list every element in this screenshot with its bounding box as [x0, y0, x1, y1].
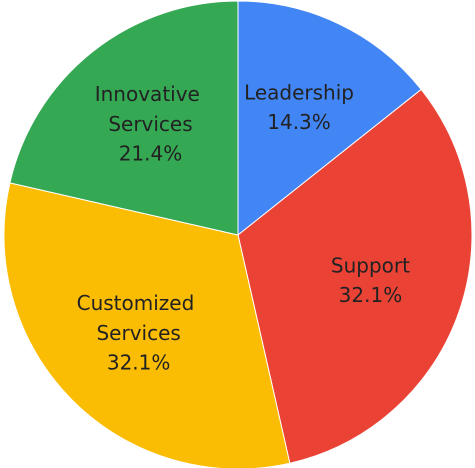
pie-slice: [3, 182, 291, 468]
label-line: Customized: [77, 291, 201, 315]
slice-label: Innovative Services: [95, 82, 206, 136]
slice-value-label: 32.1%: [339, 283, 403, 307]
slice-value-label: 14.3%: [267, 110, 331, 134]
pie-slice: [237, 0, 422, 237]
label-line: Services: [96, 321, 180, 345]
label-line: Innovative: [95, 82, 206, 106]
pie-slice: [9, 0, 239, 236]
slice-label: Support: [331, 253, 410, 277]
label-line: Leadership: [244, 80, 354, 104]
slice-label: Leadership: [244, 80, 354, 104]
slice-label: Customized Services: [77, 291, 201, 345]
pie-slice: [237, 88, 473, 464]
label-line: Services: [108, 112, 192, 136]
label-line: Support: [331, 253, 410, 277]
slice-value-label: 32.1%: [107, 351, 171, 375]
slice-value-label: 21.4%: [119, 142, 183, 166]
